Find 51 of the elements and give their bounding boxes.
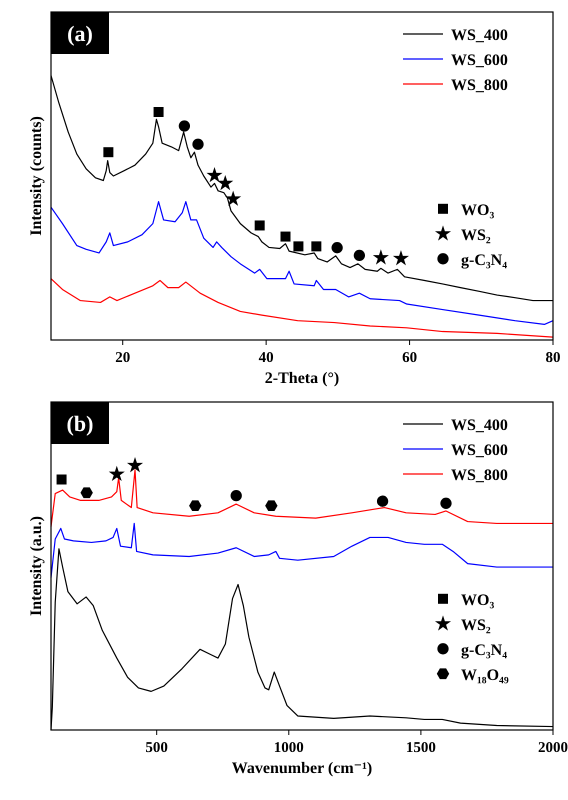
legend-label: WS₂	[461, 226, 491, 244]
point	[80, 487, 93, 498]
point	[332, 242, 343, 254]
point	[440, 498, 452, 509]
point	[280, 232, 291, 242]
legend-label: WO₃	[461, 202, 494, 219]
point	[126, 457, 144, 472]
chart-title: (b)	[66, 411, 94, 436]
x-tick-label: 1000	[274, 740, 304, 756]
point	[217, 174, 234, 190]
legend-label: W₁₈O₄₉	[461, 666, 509, 684]
legend-label: WS₂	[461, 616, 491, 634]
legend-label: WO₃	[461, 592, 494, 609]
legend-label: WS_600	[451, 52, 508, 69]
point	[311, 241, 322, 252]
point	[56, 474, 67, 485]
x-tick-label: 500	[145, 740, 168, 756]
point	[354, 250, 366, 261]
point	[376, 496, 388, 507]
y-axis-title: Intensity (counts)	[28, 116, 45, 236]
legend-label: WS_600	[451, 442, 508, 459]
x-axis-title: Wavenumber (cm⁻¹)	[232, 760, 372, 777]
legend-label: g-C₃N₄	[461, 642, 508, 659]
x-axis-title: 2-Theta (°)	[264, 370, 340, 387]
point	[206, 167, 223, 182]
x-tick-label: 20	[115, 350, 130, 366]
x-tick-label: 40	[258, 350, 274, 366]
point	[230, 490, 242, 502]
point	[254, 220, 265, 230]
y-axis-title: Intensity (a.u.)	[28, 516, 45, 616]
legend-label: WS_400	[451, 417, 508, 434]
point	[225, 190, 242, 206]
chart-title: (a)	[67, 21, 93, 46]
legend-label: WS_800	[451, 77, 508, 94]
point	[293, 241, 304, 252]
legend-label: g-C₃N₄	[461, 252, 508, 269]
point	[192, 138, 204, 150]
x-tick-label: 60	[402, 350, 418, 366]
x-tick-label: 2000	[538, 740, 568, 756]
point	[265, 500, 278, 512]
point	[392, 250, 409, 266]
legend-label: WS_400	[451, 27, 508, 44]
point	[372, 249, 389, 265]
point	[154, 106, 164, 117]
point	[189, 500, 202, 512]
point	[103, 147, 114, 158]
point	[108, 466, 125, 482]
x-tick-label: 1500	[406, 740, 436, 756]
legend-label: WS_800	[451, 467, 508, 484]
x-tick-label: 80	[546, 350, 560, 366]
point	[178, 120, 190, 132]
